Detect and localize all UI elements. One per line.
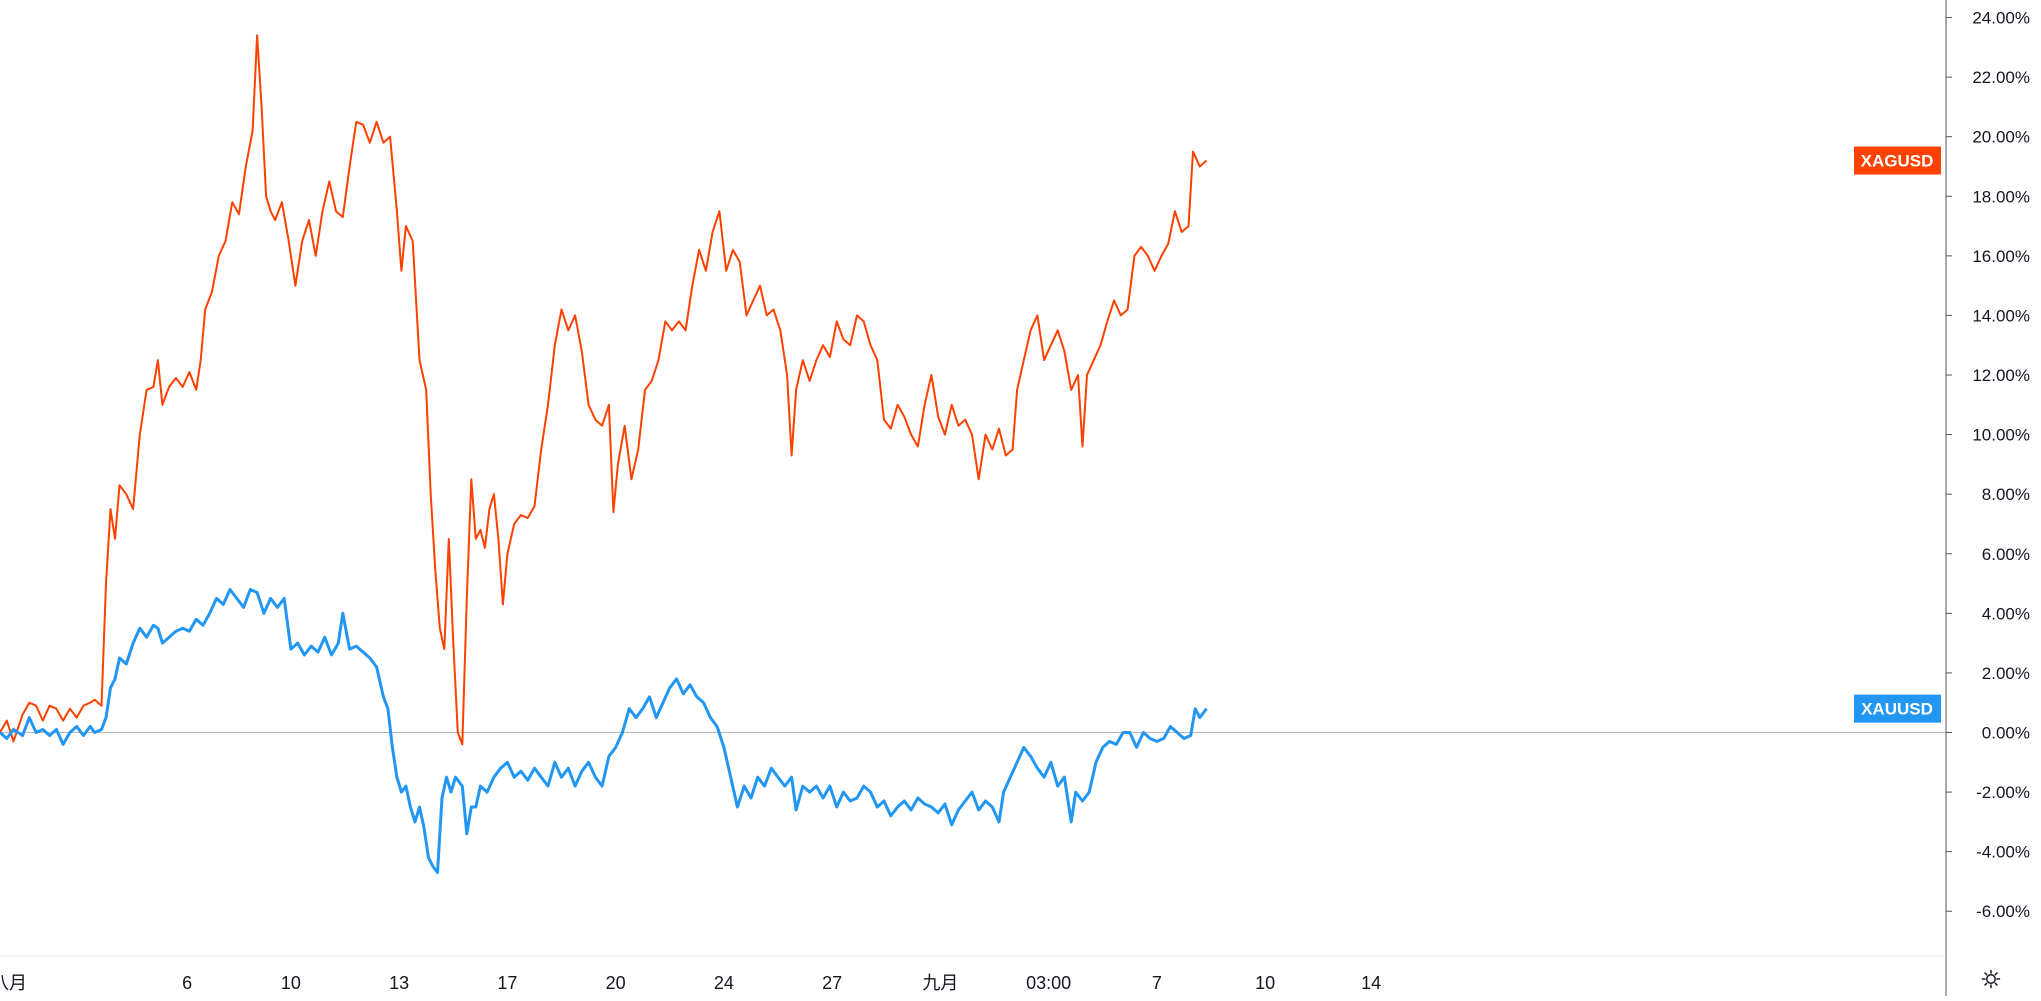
x-tick-label: 八月 — [0, 973, 27, 993]
x-tick-label: 九月 — [922, 973, 958, 993]
price-label-xagusd: XAGUSD — [1854, 146, 1941, 175]
y-tick-label: 12.00% — [1972, 366, 2030, 385]
x-tick-label: 17 — [497, 973, 517, 993]
y-tick-label: 10.00% — [1972, 426, 2030, 445]
gear-icon — [1981, 969, 2001, 989]
series-name-label: XAUUSD — [1861, 700, 1933, 719]
y-tick-label: -6.00% — [1976, 902, 2030, 921]
y-tick-label: 6.00% — [1982, 545, 2030, 564]
settings-button[interactable] — [1978, 966, 2004, 992]
y-tick-label: 18.00% — [1972, 187, 2030, 206]
price-label-bg — [1854, 146, 1941, 175]
x-tick-label: 14 — [1361, 973, 1381, 993]
y-tick-label: 14.00% — [1972, 306, 2030, 325]
y-tick-label: 22.00% — [1972, 68, 2030, 87]
y-tick-label: 24.00% — [1972, 9, 2030, 28]
y-tick-label: -2.00% — [1976, 783, 2030, 802]
series-line-xagusd[interactable] — [0, 34, 1208, 746]
x-tick-label: 6 — [182, 973, 192, 993]
y-tick-label: 20.00% — [1972, 128, 2030, 147]
y-tick-label: 8.00% — [1982, 485, 2030, 504]
y-tick-label: 16.00% — [1972, 247, 2030, 266]
x-tick-label: 20 — [606, 973, 626, 993]
y-tick-label: 4.00% — [1982, 604, 2030, 623]
x-tick-label: 13 — [389, 973, 409, 993]
y-tick-label: -4.00% — [1976, 843, 2030, 862]
series-name-label: XAGUSD — [1861, 152, 1934, 171]
y-tick-label: 0.00% — [1982, 724, 2030, 743]
x-tick-label: 7 — [1152, 973, 1162, 993]
price-label-xauusd: XAUUSD — [1854, 694, 1941, 723]
x-tick-label: 10 — [281, 973, 301, 993]
series-line-xauusd[interactable] — [0, 588, 1208, 874]
x-tick-label: 24 — [714, 973, 734, 993]
x-tick-label: 10 — [1255, 973, 1275, 993]
price-label-bg — [1854, 694, 1941, 723]
x-tick-label: 03:00 — [1026, 973, 1071, 993]
y-tick-label: 2.00% — [1982, 664, 2030, 683]
x-tick-label: 27 — [822, 973, 842, 993]
